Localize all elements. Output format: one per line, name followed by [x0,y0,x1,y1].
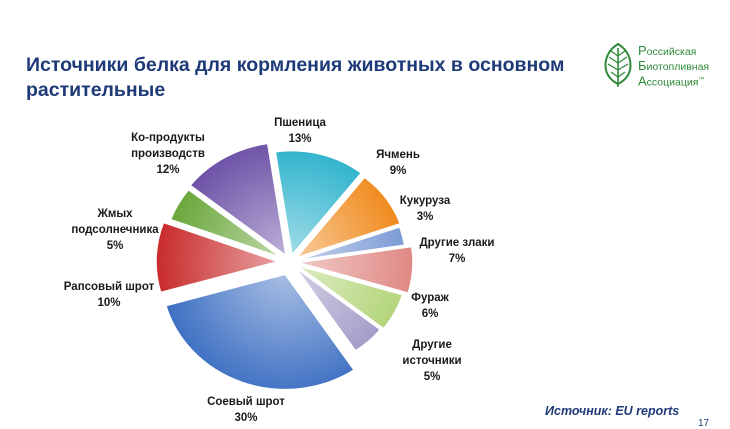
page-number: 17 [698,418,710,429]
source-note: Источник: EU reports [545,404,680,418]
pie-slice [294,176,402,260]
slice-label: Другие злаки 7% [419,237,494,265]
slice-label: Ко-продукты производств 12% [131,132,205,176]
slice-label: Соевый шрот 30% [207,396,285,424]
slice-label: Кукуруза 3% [400,195,451,223]
page-title: Источники белка для кормления животных в… [26,54,565,101]
pie-slice [294,266,382,352]
slice-label: Пшеница 13% [274,117,326,145]
pie-slice [296,264,404,330]
pie-slice [169,188,282,259]
pie-slice [189,142,288,258]
pie-slice [155,221,281,294]
pie-slice [274,149,363,257]
pie-slice [297,225,406,261]
pie-slice [164,273,356,391]
slice-label: Другие источники 5% [402,339,461,383]
slice-label: Фураж 6% [411,292,449,320]
leaf-logo-icon [604,42,632,87]
pie-slice [297,245,414,294]
slice-label: Рапсовый шрот 10% [64,281,155,309]
slice-label: Ячмень 9% [376,149,420,177]
slice-label: Жмых подсолнечника 5% [71,208,159,252]
logo: Российская Биотопливная Ассоциация™ [600,42,725,92]
logo-text: Российская Биотопливная Ассоциация™ [638,43,710,89]
